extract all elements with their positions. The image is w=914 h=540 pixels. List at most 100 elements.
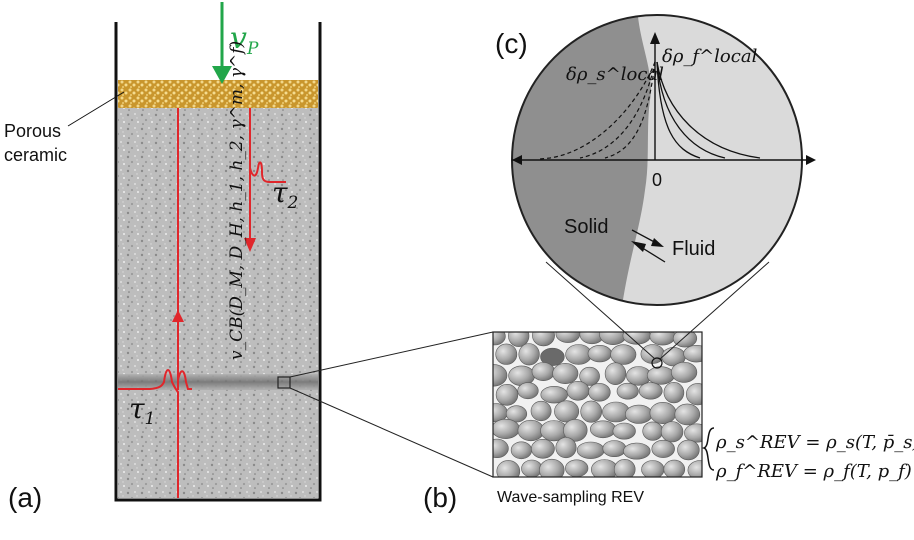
grain: [540, 347, 565, 366]
zoom-line-left: [545, 261, 656, 360]
fluid-decay-1: [656, 61, 761, 159]
grain: [495, 383, 519, 406]
grain: [587, 345, 612, 363]
grain: [510, 441, 533, 460]
grain: [649, 401, 677, 424]
grain: [599, 332, 628, 345]
grain: [518, 343, 540, 366]
p-wave-velocity-arrow: [212, 2, 232, 84]
grain: [552, 362, 579, 384]
rev-frame: [492, 331, 703, 478]
grain: [624, 404, 653, 424]
v-p-main: v: [230, 21, 247, 56]
tau1-main: τ: [129, 392, 145, 425]
grain: [532, 332, 555, 347]
sample-column: [114, 22, 322, 502]
grain: [641, 460, 665, 477]
fluid-label: Fluid: [672, 238, 715, 260]
solid-decay-1: [539, 61, 656, 160]
grain: [521, 459, 543, 477]
grain: [496, 460, 521, 477]
grain: [660, 421, 684, 443]
grain: [613, 459, 636, 477]
grain: [493, 438, 509, 458]
grain: [610, 344, 637, 365]
grain: [622, 332, 651, 345]
grain: [505, 405, 528, 423]
grain: [540, 386, 568, 404]
rev-zoom-marker: [651, 357, 663, 369]
tau1-sub: 1: [145, 409, 156, 429]
grain: [649, 332, 676, 346]
solid-decay-3: [604, 61, 656, 159]
grain: [638, 382, 663, 400]
zero-tick-label: 0: [652, 170, 662, 190]
rev-caption: Wave-sampling REV: [497, 489, 644, 506]
grain: [508, 332, 530, 347]
grain: [563, 418, 588, 442]
v-p-sub: P: [246, 39, 259, 59]
grain: [670, 361, 698, 383]
fluid-decay-3: [656, 61, 701, 159]
equation-rho-s: ρ_s^REV = ρ_s(T, p̄_s): [715, 432, 914, 453]
porous-label-line2: ceramic: [4, 145, 67, 165]
grain: [663, 382, 685, 404]
solid-decay-2: [579, 61, 656, 159]
fluid-decay-2: [656, 61, 726, 159]
grain: [686, 383, 702, 406]
porous-ceramic-leader: [67, 91, 125, 127]
wave-tau2: [244, 108, 286, 252]
delta-rho-f-label: δρ_f^local: [662, 46, 758, 67]
grain: [646, 366, 675, 385]
grain: [517, 419, 545, 442]
grain: [555, 332, 581, 343]
grain: [493, 332, 506, 346]
wave-tau1: [118, 108, 192, 498]
grain: [663, 459, 686, 477]
equation-rho-f: ρ_f^REV = ρ_f(T, p_f): [715, 461, 912, 482]
grain: [580, 400, 603, 423]
tau2-main: τ: [272, 176, 288, 209]
grain: [495, 343, 518, 365]
v-p-symbol: vP: [230, 21, 259, 59]
grain: [589, 420, 616, 439]
column-wall: [114, 22, 322, 502]
grain: [531, 438, 555, 459]
rev-equations: ρ_s^REV = ρ_s(T, p̄_s) ρ_f^REV = ρ_f(T, …: [701, 427, 914, 482]
grain: [588, 383, 611, 402]
wave-front-band: [118, 374, 318, 390]
grain: [687, 460, 702, 477]
grain: [554, 400, 580, 423]
tau1-label: τ1: [129, 392, 155, 429]
grain: [517, 382, 539, 400]
equation-brace: [701, 427, 715, 471]
grain: [684, 423, 702, 443]
grain: [555, 437, 577, 459]
grain: [616, 382, 639, 400]
grain: [602, 440, 627, 458]
grain: [531, 362, 555, 382]
vcb-formula: v_CB(D_M, D_H, h_1, h_2, γ^m, γ^f): [227, 41, 247, 360]
grain-field: [493, 332, 702, 477]
grain: [576, 441, 605, 459]
interface-zoom: δρ_s^local δρ_f^local 0 Solid Fluid: [511, 14, 816, 306]
delta-rho-s-label: δρ_s^local: [566, 64, 664, 85]
grain: [612, 422, 636, 440]
grain: [566, 380, 590, 401]
zoom-line-bottom: [289, 387, 494, 478]
zoom-line-top: [289, 331, 494, 378]
grain: [642, 421, 664, 441]
grain: [539, 458, 565, 477]
grain: [683, 345, 702, 363]
grain: [493, 418, 520, 439]
granite-sample: [118, 108, 318, 498]
panel-b-label: (b): [423, 482, 457, 513]
porous-ceramic-layer: [118, 80, 318, 108]
grain: [565, 344, 592, 365]
grain: [651, 439, 675, 458]
grain: [530, 400, 552, 422]
panel-c-label: (c): [495, 28, 528, 59]
porous-label-line1: Porous: [4, 121, 61, 141]
rev-marker-box: [277, 376, 291, 389]
